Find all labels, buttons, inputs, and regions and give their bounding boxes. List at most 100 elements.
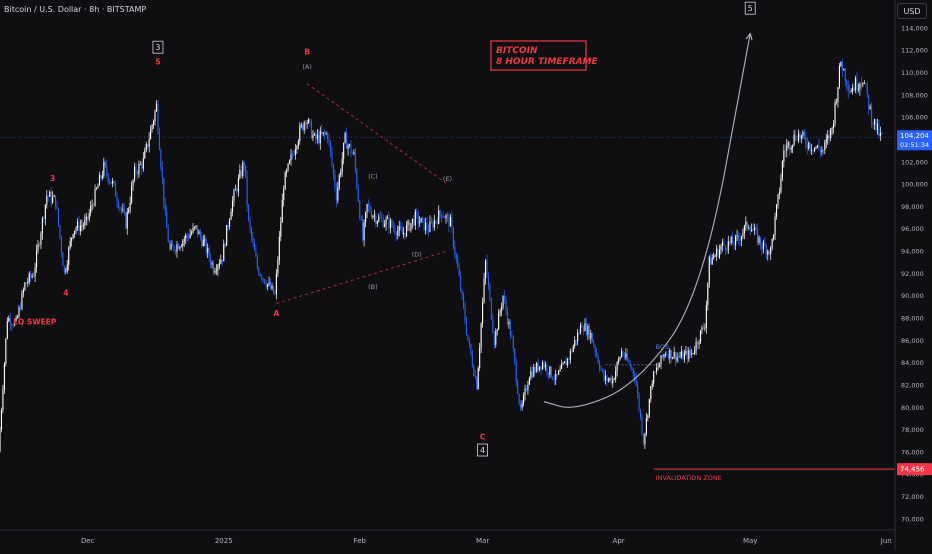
- candle-body-259: [378, 216, 380, 222]
- candle-body-470: [686, 351, 688, 360]
- candle-body-514: [751, 229, 753, 232]
- candle-body-194: [283, 189, 285, 200]
- candle-body-356: [520, 403, 522, 408]
- wave-label-3: 3: [155, 43, 160, 52]
- price-tick-9: 88,000: [901, 315, 924, 323]
- candle-body-338: [493, 332, 495, 345]
- candle-body-57: [82, 225, 84, 227]
- candle-body-475: [694, 350, 696, 353]
- candle-body-49: [71, 237, 73, 241]
- candle-body-221: [322, 132, 324, 134]
- candle-body-101: [147, 144, 149, 147]
- candle-body-239: [348, 144, 351, 146]
- candle-body-383: [559, 368, 561, 371]
- candle-body-365: [533, 367, 535, 377]
- candle-body-355: [518, 393, 520, 404]
- candle-body-346: [505, 299, 507, 311]
- candle-body-424: [619, 357, 621, 360]
- candle-body-293: [427, 229, 430, 232]
- candle-body-473: [691, 353, 693, 355]
- candle-body-428: [625, 353, 627, 358]
- candle-body-565: [825, 139, 827, 143]
- candle-body-124: [180, 246, 182, 247]
- candle-body-138: [201, 237, 203, 247]
- candle-body-164: [239, 170, 241, 179]
- candle-body-369: [539, 366, 541, 371]
- candle-body-86: [125, 213, 127, 229]
- candle-body-103: [150, 129, 152, 140]
- candle-body-536: [783, 150, 785, 162]
- candle-body-412: [601, 369, 604, 372]
- candle-body-74: [107, 174, 109, 182]
- candle-body-295: [430, 221, 432, 223]
- symbol-title: Bitcoin / U.S. Dollar · 8h · BITSTAMP: [4, 5, 147, 14]
- candle-body-201: [293, 154, 295, 156]
- candle-body-371: [542, 362, 544, 370]
- candle-body-423: [618, 359, 620, 363]
- candle-body-20: [28, 273, 30, 282]
- candle-body-575: [840, 62, 842, 66]
- candle-body-292: [426, 222, 428, 230]
- candle-body-7: [9, 318, 11, 326]
- wave-label-12: C: [480, 433, 486, 442]
- candle-body-166: [242, 162, 244, 177]
- candle-body-345: [503, 295, 506, 300]
- candle-body-142: [207, 247, 209, 253]
- candle-body-462: [675, 352, 677, 361]
- candle-body-571: [834, 102, 836, 124]
- candle-body-261: [381, 217, 383, 219]
- candle-body-8: [11, 325, 13, 326]
- candle-body-459: [670, 350, 672, 359]
- invalidation-price-value: 74,456: [900, 466, 925, 474]
- candle-body-353: [515, 361, 517, 382]
- candle-body-350: [511, 335, 513, 338]
- candle-body-72: [104, 161, 106, 166]
- candle-body-218: [318, 134, 320, 144]
- price-tick-4: 78,000: [901, 426, 924, 434]
- title-box-line1: BITCOIN: [496, 46, 538, 56]
- candle-body-267: [389, 220, 392, 229]
- candle-body-199: [290, 154, 292, 161]
- candle-body-502: [733, 243, 735, 246]
- candle-body-145: [211, 262, 213, 265]
- candle-body-300: [438, 210, 440, 224]
- candle-body-485: [708, 256, 710, 283]
- candle-body-451: [659, 364, 661, 368]
- candle-body-560: [818, 145, 820, 149]
- candle-body-109: [158, 131, 160, 151]
- candle-body-499: [729, 241, 731, 243]
- wave-label-7: (A): [302, 63, 312, 71]
- candle-body-181: [264, 279, 266, 284]
- candle-body-209: [305, 122, 307, 125]
- candle-body-572: [835, 102, 838, 103]
- candle-body-602: [879, 133, 881, 136]
- candle-body-463: [676, 356, 678, 361]
- candle-body-251: [366, 204, 368, 213]
- candle-body-507: [740, 236, 742, 241]
- candle-body-555: [811, 150, 813, 151]
- candle-body-324: [473, 366, 475, 376]
- candle-body-162: [236, 189, 238, 192]
- candle-body-282: [411, 218, 413, 224]
- candle-body-581: [849, 91, 851, 93]
- candle-body-54: [78, 221, 80, 232]
- candle-body-478: [698, 342, 700, 345]
- candle-body-112: [163, 178, 165, 204]
- candle-body-491: [717, 248, 719, 257]
- candle-body-100: [145, 144, 147, 151]
- candle-body-216: [315, 133, 317, 139]
- candle-body-574: [838, 65, 840, 88]
- candle-body-585: [854, 78, 857, 91]
- candle-body-497: [726, 249, 728, 251]
- candle-body-132: [192, 227, 194, 233]
- candle-body-242: [353, 152, 355, 154]
- candle-body-394: [575, 340, 577, 342]
- candle-body-203: [296, 146, 298, 150]
- candle-body-337: [492, 319, 494, 333]
- currency-button[interactable]: USD: [897, 3, 927, 19]
- annotations-group: LQ SWEEP 3 4 3 5 A B (A) (C) (B) (D) (E) C 4 BOS 5: [13, 1, 756, 457]
- candle-body-10: [14, 320, 16, 326]
